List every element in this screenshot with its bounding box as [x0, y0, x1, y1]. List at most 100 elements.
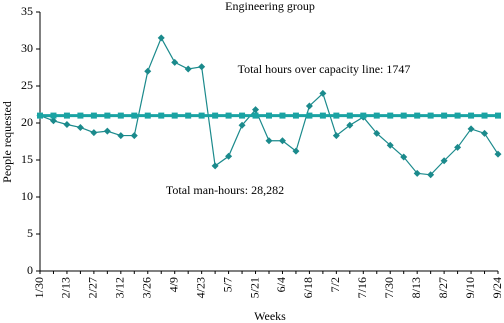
- point-marker: [77, 112, 84, 119]
- x-tick-label: 9/10: [463, 277, 477, 298]
- y-tick-label: 0: [27, 263, 33, 277]
- point-marker: [238, 121, 246, 129]
- point-marker: [266, 112, 272, 119]
- point-marker: [171, 112, 178, 119]
- point-marker: [481, 112, 488, 119]
- point-marker: [333, 112, 340, 119]
- series-line: [39, 36, 499, 176]
- point-marker: [225, 152, 233, 160]
- point-marker: [117, 112, 124, 119]
- point-marker: [279, 112, 286, 119]
- point-marker: [158, 112, 165, 119]
- x-tick-label: 4/23: [193, 277, 207, 298]
- annotation: Total hours over capacity line: 1747: [238, 62, 411, 76]
- point-marker: [212, 112, 219, 119]
- point-marker: [306, 112, 313, 119]
- point-marker: [278, 137, 286, 145]
- point-marker: [413, 169, 421, 177]
- x-tick-label: 7/30: [382, 277, 396, 298]
- point-marker: [467, 125, 475, 133]
- y-tick-label: 35: [21, 4, 33, 18]
- point-marker: [252, 106, 260, 114]
- point-marker: [49, 117, 57, 125]
- x-tick-label: 6/4: [274, 277, 288, 292]
- point-marker: [130, 132, 138, 140]
- point-marker: [400, 153, 408, 161]
- point-marker: [211, 162, 219, 170]
- point-marker: [265, 137, 273, 145]
- point-marker: [494, 150, 502, 158]
- y-tick-label: 30: [21, 41, 33, 55]
- y-axis-label: People requested: [0, 101, 14, 183]
- point-marker: [441, 112, 448, 119]
- point-marker: [185, 112, 192, 119]
- x-tick-label: 4/9: [166, 277, 180, 292]
- point-marker: [454, 112, 461, 119]
- x-tick-label: 7/16: [355, 277, 369, 298]
- point-marker: [90, 112, 97, 119]
- point-marker: [198, 63, 206, 71]
- point-marker: [292, 147, 300, 155]
- point-marker: [225, 112, 232, 119]
- x-tick-label: 3/12: [113, 277, 127, 298]
- point-marker: [103, 127, 111, 135]
- point-marker: [292, 112, 299, 119]
- point-marker: [117, 132, 125, 140]
- point-marker: [76, 123, 84, 131]
- point-marker: [239, 112, 246, 119]
- point-marker: [157, 34, 165, 42]
- point-marker: [454, 143, 462, 151]
- point-marker: [90, 129, 98, 137]
- y-tick-label: 20: [21, 115, 33, 129]
- point-marker: [468, 112, 475, 119]
- point-marker: [63, 112, 70, 119]
- point-marker: [144, 67, 152, 75]
- x-axis-label: Weeks: [254, 309, 286, 323]
- point-marker: [414, 112, 421, 119]
- point-marker: [386, 141, 394, 149]
- point-marker: [319, 89, 327, 97]
- x-tick-label: 9/24: [490, 277, 504, 298]
- point-marker: [373, 112, 380, 119]
- point-marker: [346, 121, 354, 129]
- x-tick-label: 8/27: [436, 277, 450, 298]
- point-marker: [495, 112, 501, 119]
- point-marker: [63, 120, 71, 128]
- y-tick-label: 10: [21, 189, 33, 203]
- point-marker: [252, 112, 259, 119]
- x-tick-label: 2/27: [86, 277, 100, 298]
- chart-title: Engineering group: [225, 0, 315, 13]
- y-tick-label: 5: [27, 226, 33, 240]
- point-marker: [50, 112, 57, 119]
- point-marker: [144, 112, 151, 119]
- point-marker: [198, 112, 205, 119]
- annotation: Total man-hours: 28,282: [166, 183, 284, 197]
- point-marker: [131, 112, 138, 119]
- point-marker: [332, 132, 340, 140]
- x-tick-label: 2/13: [59, 277, 73, 298]
- point-marker: [104, 112, 111, 119]
- x-tick-label: 8/13: [409, 277, 423, 298]
- point-marker: [360, 112, 367, 119]
- point-marker: [319, 112, 326, 119]
- point-marker: [171, 58, 179, 66]
- point-marker: [346, 112, 353, 119]
- point-marker: [305, 102, 313, 110]
- point-marker: [481, 129, 489, 137]
- x-tick-label: 1/30: [32, 277, 46, 298]
- point-marker: [373, 129, 381, 137]
- point-marker: [427, 171, 435, 179]
- point-marker: [400, 112, 407, 119]
- x-tick-label: 3/26: [140, 277, 154, 298]
- point-marker: [387, 112, 394, 119]
- point-marker: [184, 65, 192, 73]
- x-tick-label: 5/7: [220, 277, 234, 292]
- y-tick-label: 15: [21, 152, 33, 166]
- point-marker: [37, 112, 43, 119]
- y-tick-label: 25: [21, 78, 33, 92]
- x-tick-label: 5/21: [247, 277, 261, 298]
- point-marker: [427, 112, 434, 119]
- x-tick-label: 7/2: [328, 277, 342, 292]
- point-marker: [440, 157, 448, 165]
